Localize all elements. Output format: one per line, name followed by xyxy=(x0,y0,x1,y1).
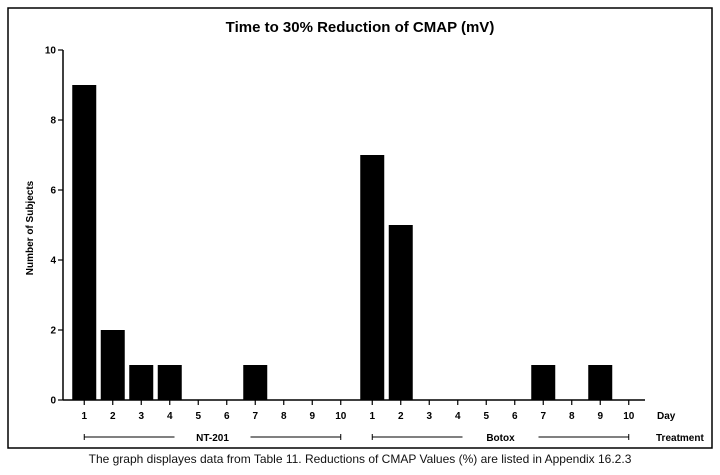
x-tick-label: 10 xyxy=(335,411,347,422)
bar xyxy=(157,365,182,400)
y-tick-label: 10 xyxy=(45,46,57,57)
figure-caption: The graph displayes data from Table 11. … xyxy=(88,452,632,466)
y-tick-label: 6 xyxy=(50,186,56,197)
x-tick-label: 10 xyxy=(623,411,635,422)
x-tick-label: 7 xyxy=(252,411,258,422)
x-tick-label: 6 xyxy=(224,411,230,422)
bar xyxy=(129,365,154,400)
x-tick-label: 2 xyxy=(110,411,116,422)
x-tick-label: 3 xyxy=(138,411,144,422)
y-axis-label: Number of Subjects xyxy=(25,180,36,275)
x-axis-label: Day xyxy=(657,411,676,422)
group-label: Botox xyxy=(486,433,515,444)
x-tick-label: 1 xyxy=(81,411,87,422)
x-tick-label: 5 xyxy=(195,411,201,422)
bar xyxy=(100,330,125,400)
y-tick-label: 0 xyxy=(50,396,56,407)
x-tick-label: 8 xyxy=(569,411,575,422)
bar xyxy=(72,85,97,400)
group-axis-label: Treatment xyxy=(656,433,704,444)
bar xyxy=(388,225,413,400)
x-tick-label: 6 xyxy=(512,411,518,422)
x-tick-label: 7 xyxy=(540,411,546,422)
bar xyxy=(588,365,613,400)
y-tick-label: 2 xyxy=(50,326,56,337)
x-tick-label: 3 xyxy=(426,411,432,422)
x-tick-label: 9 xyxy=(597,411,603,422)
x-tick-label: 8 xyxy=(281,411,287,422)
x-tick-label: 4 xyxy=(455,411,461,422)
y-tick-label: 4 xyxy=(50,256,56,267)
y-tick-label: 8 xyxy=(50,116,56,127)
x-tick-label: 1 xyxy=(369,411,375,422)
bar xyxy=(531,365,556,400)
x-tick-label: 5 xyxy=(483,411,489,422)
x-tick-label: 9 xyxy=(309,411,315,422)
x-tick-label: 2 xyxy=(398,411,404,422)
bar xyxy=(243,365,268,400)
bar xyxy=(360,155,385,400)
group-label: NT-201 xyxy=(196,433,229,444)
x-tick-label: 4 xyxy=(167,411,173,422)
chart-title: Time to 30% Reduction of CMAP (mV) xyxy=(226,19,495,36)
